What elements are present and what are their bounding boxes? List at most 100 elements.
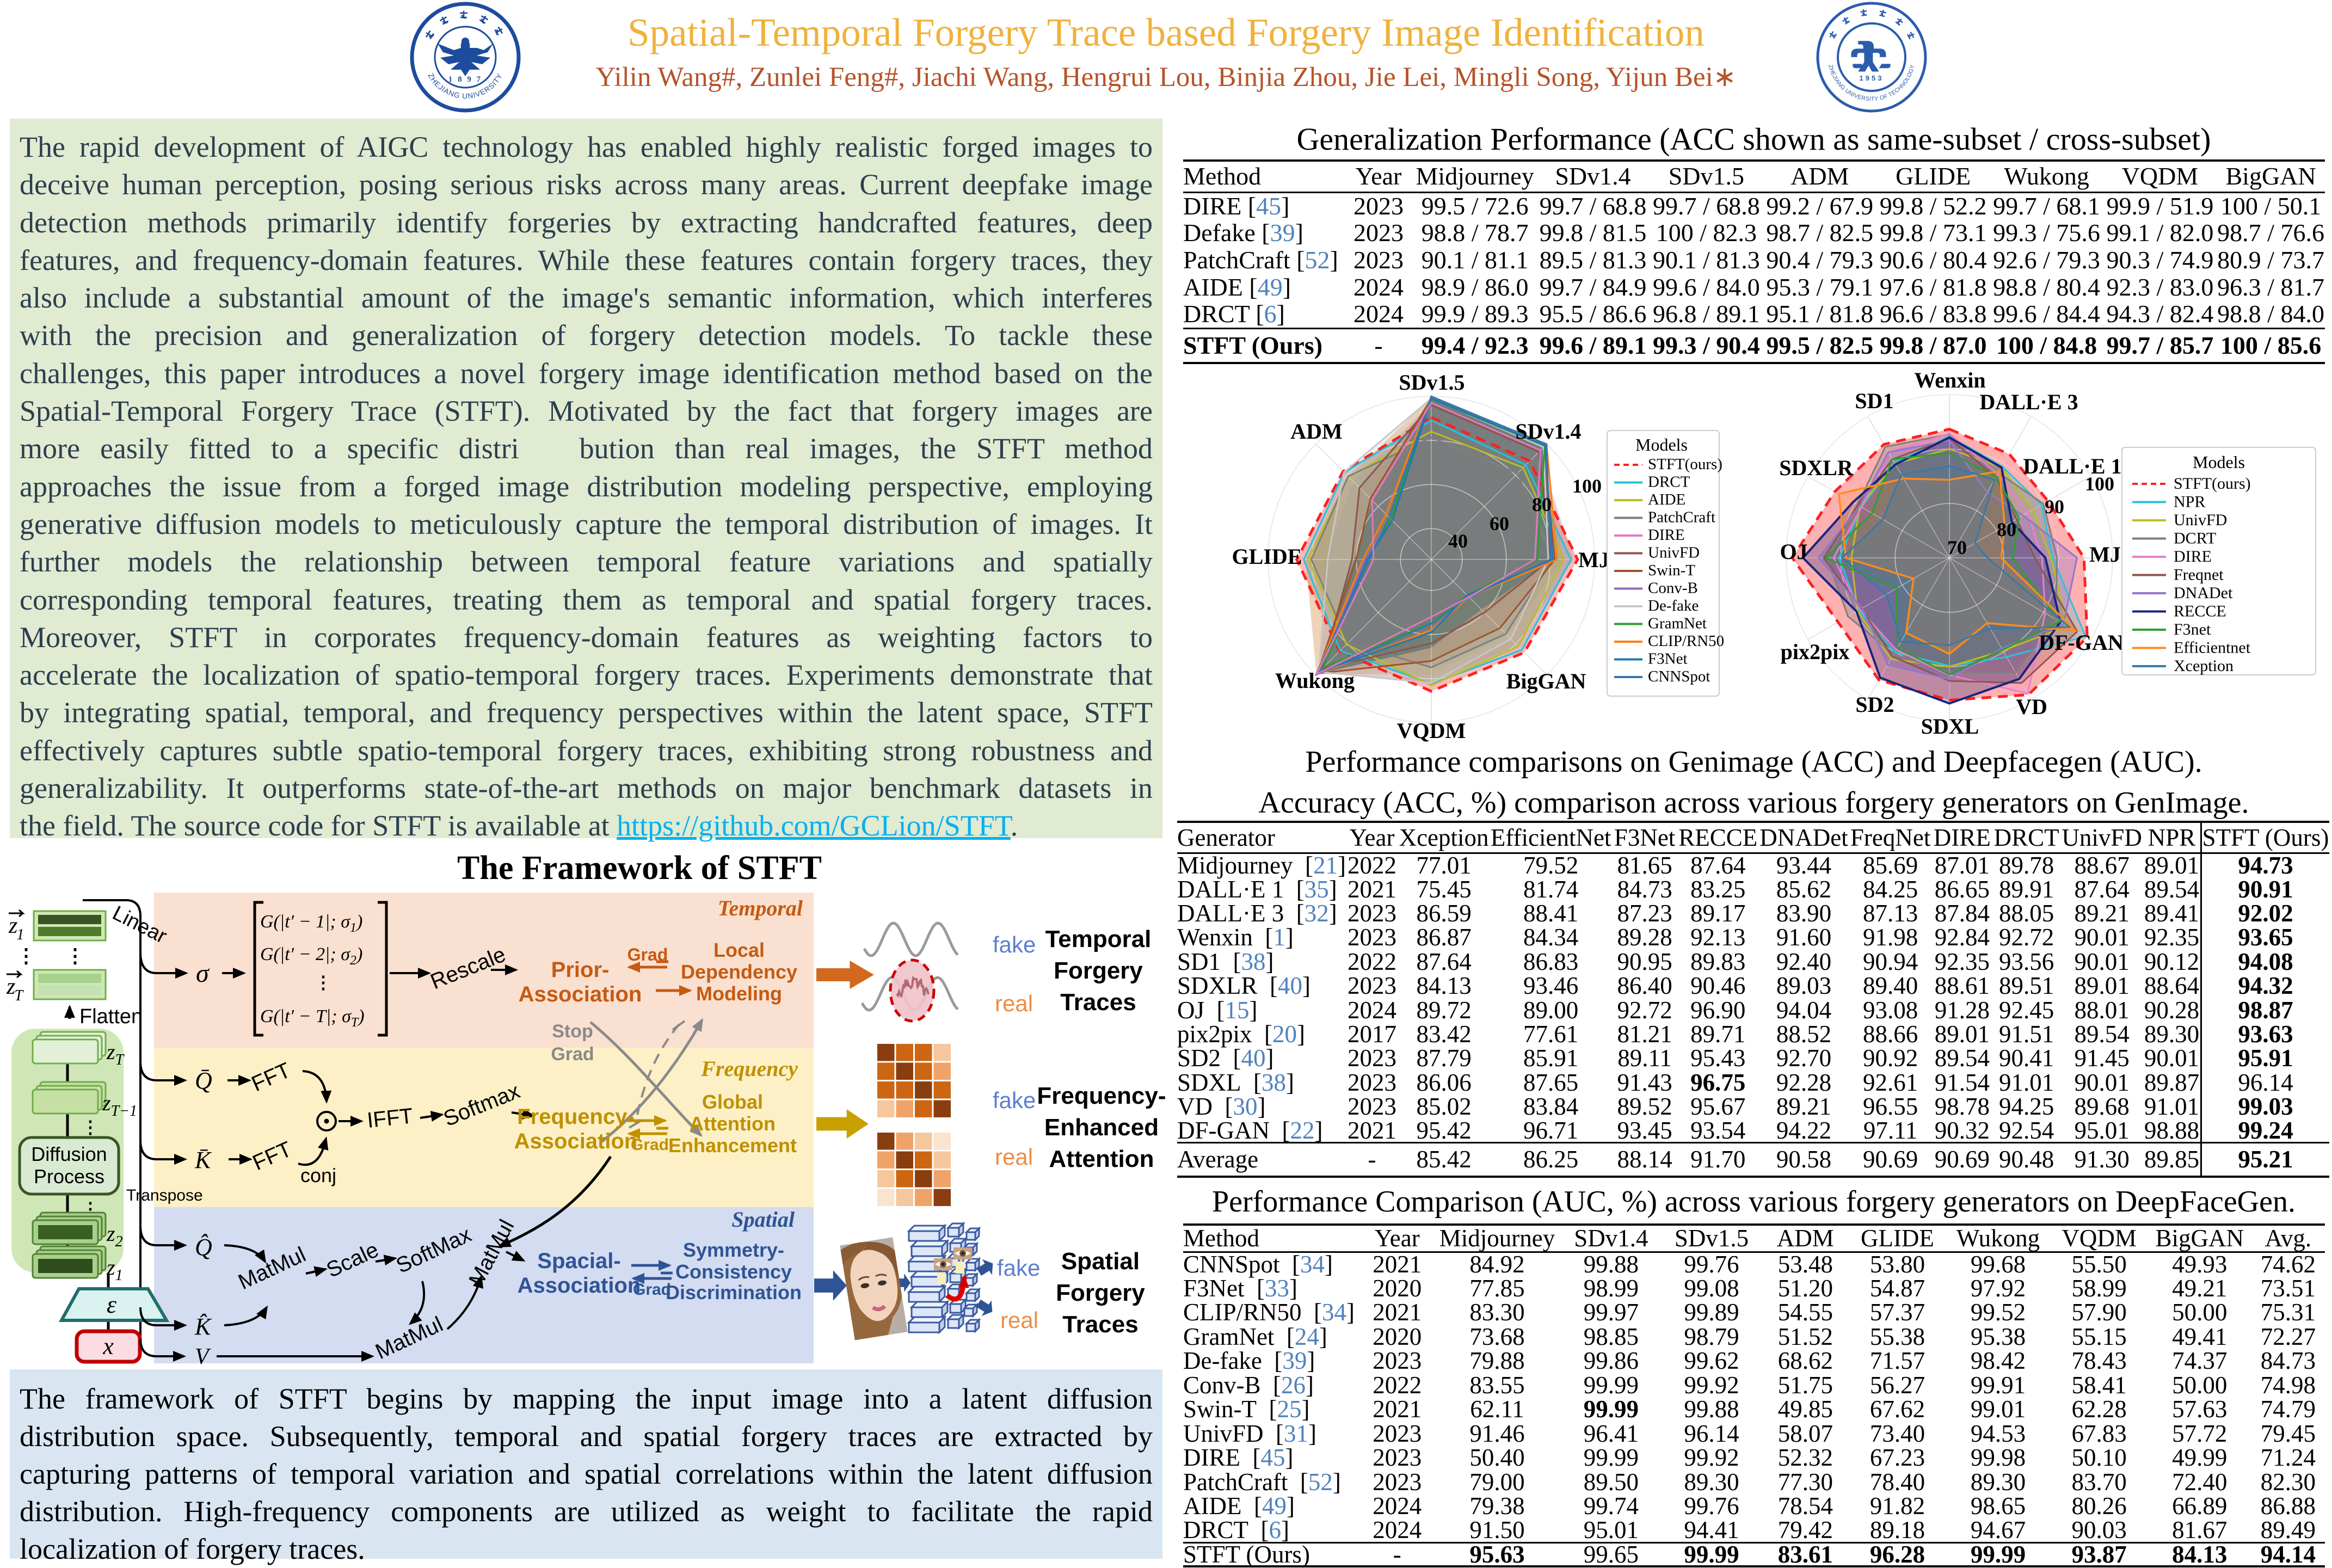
svg-text:ε: ε [107,1290,117,1318]
svg-text:Enhanced: Enhanced [1044,1114,1159,1141]
svg-text:Frequency-: Frequency- [1037,1083,1166,1109]
svg-text:Frequency-: Frequency- [517,1105,635,1129]
svg-text:80: 80 [1532,494,1552,515]
svg-text:VD: VD [2016,694,2047,719]
svg-text:DCRT: DCRT [2174,530,2216,548]
svg-text:STFT(ours): STFT(ours) [2174,475,2251,493]
svg-text:x: x [102,1333,114,1360]
svg-text:GramNet: GramNet [1648,615,1707,632]
svg-text:60: 60 [1490,513,1509,534]
svg-text:Models: Models [2193,452,2245,472]
svg-text:Traces: Traces [1060,989,1136,1016]
svg-text:RECCE: RECCE [2174,602,2226,620]
svg-text:DALL·E 3: DALL·E 3 [1979,390,2078,414]
svg-text:1953: 1953 [1860,74,1884,82]
svg-text:Wenxin: Wenxin [1914,368,1985,392]
svg-text:Spatial: Spatial [1061,1248,1140,1275]
svg-text:Stop: Stop [552,1021,593,1042]
svg-text:real: real [995,1144,1033,1170]
svg-text:V: V [195,1344,211,1366]
svg-text:Grad: Grad [551,1044,594,1065]
svg-text:Symmetry-: Symmetry- [683,1239,784,1261]
svg-text:MJ: MJ [2089,542,2121,567]
svg-text:DIRE: DIRE [1648,526,1685,544]
svg-text:conj: conj [300,1164,336,1186]
svg-text:MJ: MJ [1578,548,1610,572]
svg-text:Association: Association [519,982,642,1006]
svg-text:fake: fake [993,932,1036,957]
svg-text:G(|t′ − T|; σT): G(|t′ − T|; σT) [260,1006,365,1030]
svg-text:Forgery: Forgery [1054,957,1143,984]
svg-text:fake: fake [997,1255,1040,1281]
svg-text:Swin-T: Swin-T [1648,562,1695,579]
svg-text:fake: fake [993,1087,1036,1113]
svg-text:K̂: K̂ [194,1313,212,1340]
svg-text:Xception: Xception [2174,657,2233,675]
svg-text:AIDE: AIDE [1648,491,1685,508]
svg-text:⋮: ⋮ [82,1117,99,1137]
svg-text:De-fake: De-fake [1648,597,1699,614]
svg-text:SD2: SD2 [1855,692,1894,717]
svg-text:Enhancement: Enhancement [668,1134,797,1157]
svg-text:Spatial: Spatial [731,1207,795,1232]
svg-text:pix2pix: pix2pix [1781,640,1850,664]
svg-text:Process: Process [34,1165,104,1188]
svg-text:Transpose: Transpose [126,1186,203,1204]
svg-text:90: 90 [2045,496,2064,518]
svg-text:Temporal: Temporal [1045,926,1152,952]
svg-text:BigGAN: BigGAN [1506,669,1586,693]
svg-text:Consistency: Consistency [675,1260,792,1283]
svg-text:UnivFD: UnivFD [1648,544,1700,562]
svg-text:SD1: SD1 [1855,389,1893,413]
svg-text:Local: Local [713,939,765,961]
svg-text:z1: z1 [8,913,24,943]
svg-text:IFFT: IFFT [366,1104,414,1133]
svg-text:Grad: Grad [633,1281,671,1299]
svg-text:Dependency: Dependency [681,961,797,983]
svg-text:Conv-B: Conv-B [1648,580,1698,597]
svg-text:DRCT: DRCT [1648,474,1690,491]
svg-text:VQDM: VQDM [1397,718,1466,743]
svg-text:Models: Models [1635,435,1688,454]
svg-text:K̄: K̄ [194,1147,212,1173]
svg-text:z1: z1 [106,1255,123,1284]
svg-text:PatchCraft: PatchCraft [1648,509,1715,526]
svg-text:Temporal: Temporal [718,896,803,920]
svg-text:Association: Association [518,1274,641,1298]
svg-text:⋮: ⋮ [16,945,36,967]
svg-text:Attention: Attention [1049,1146,1154,1172]
svg-text:Spacial-: Spacial- [537,1249,620,1273]
svg-text:80: 80 [1997,519,2016,540]
svg-text:DNADet: DNADet [2174,584,2233,602]
svg-text:100: 100 [2085,473,2114,495]
svg-text:Diffusion: Diffusion [31,1143,107,1165]
svg-text:NPR: NPR [2174,493,2205,511]
svg-text:70: 70 [1947,537,1967,558]
svg-text:Prior-: Prior- [551,958,610,982]
svg-text:Frequency: Frequency [700,1056,798,1081]
svg-text:DALL·E 1: DALL·E 1 [2023,454,2121,478]
svg-text:⋮: ⋮ [315,973,332,992]
svg-text:Attention: Attention [690,1112,776,1135]
svg-text:F3Net: F3Net [1648,650,1688,668]
svg-text:ADM: ADM [1290,419,1343,444]
svg-text:UnivFD: UnivFD [2174,511,2227,529]
svg-text:Global: Global [702,1091,763,1113]
svg-text:Wukong: Wukong [1275,668,1355,693]
svg-text:STFT(ours): STFT(ours) [1648,456,1722,473]
svg-text:Association: Association [514,1129,638,1153]
svg-text:Q̂: Q̂ [195,1234,212,1260]
svg-text:zT: zT [6,974,24,1004]
svg-text:⋮: ⋮ [65,945,85,967]
svg-text:real: real [995,991,1033,1016]
svg-text:Freqnet: Freqnet [2174,566,2224,584]
svg-text:Modeling: Modeling [696,982,782,1005]
svg-text:SDv1.5: SDv1.5 [1399,370,1465,395]
svg-text:OJ: OJ [1780,539,1807,564]
svg-text:Q̄: Q̄ [195,1067,212,1094]
svg-text:Flatten: Flatten [79,1005,143,1028]
svg-text:GLIDE: GLIDE [1232,544,1302,569]
svg-text:Traces: Traces [1062,1311,1138,1338]
svg-text:CLIP/RN50: CLIP/RN50 [1648,632,1724,650]
svg-text:G(|t′ − 2|; σ2): G(|t′ − 2|; σ2) [260,944,362,968]
